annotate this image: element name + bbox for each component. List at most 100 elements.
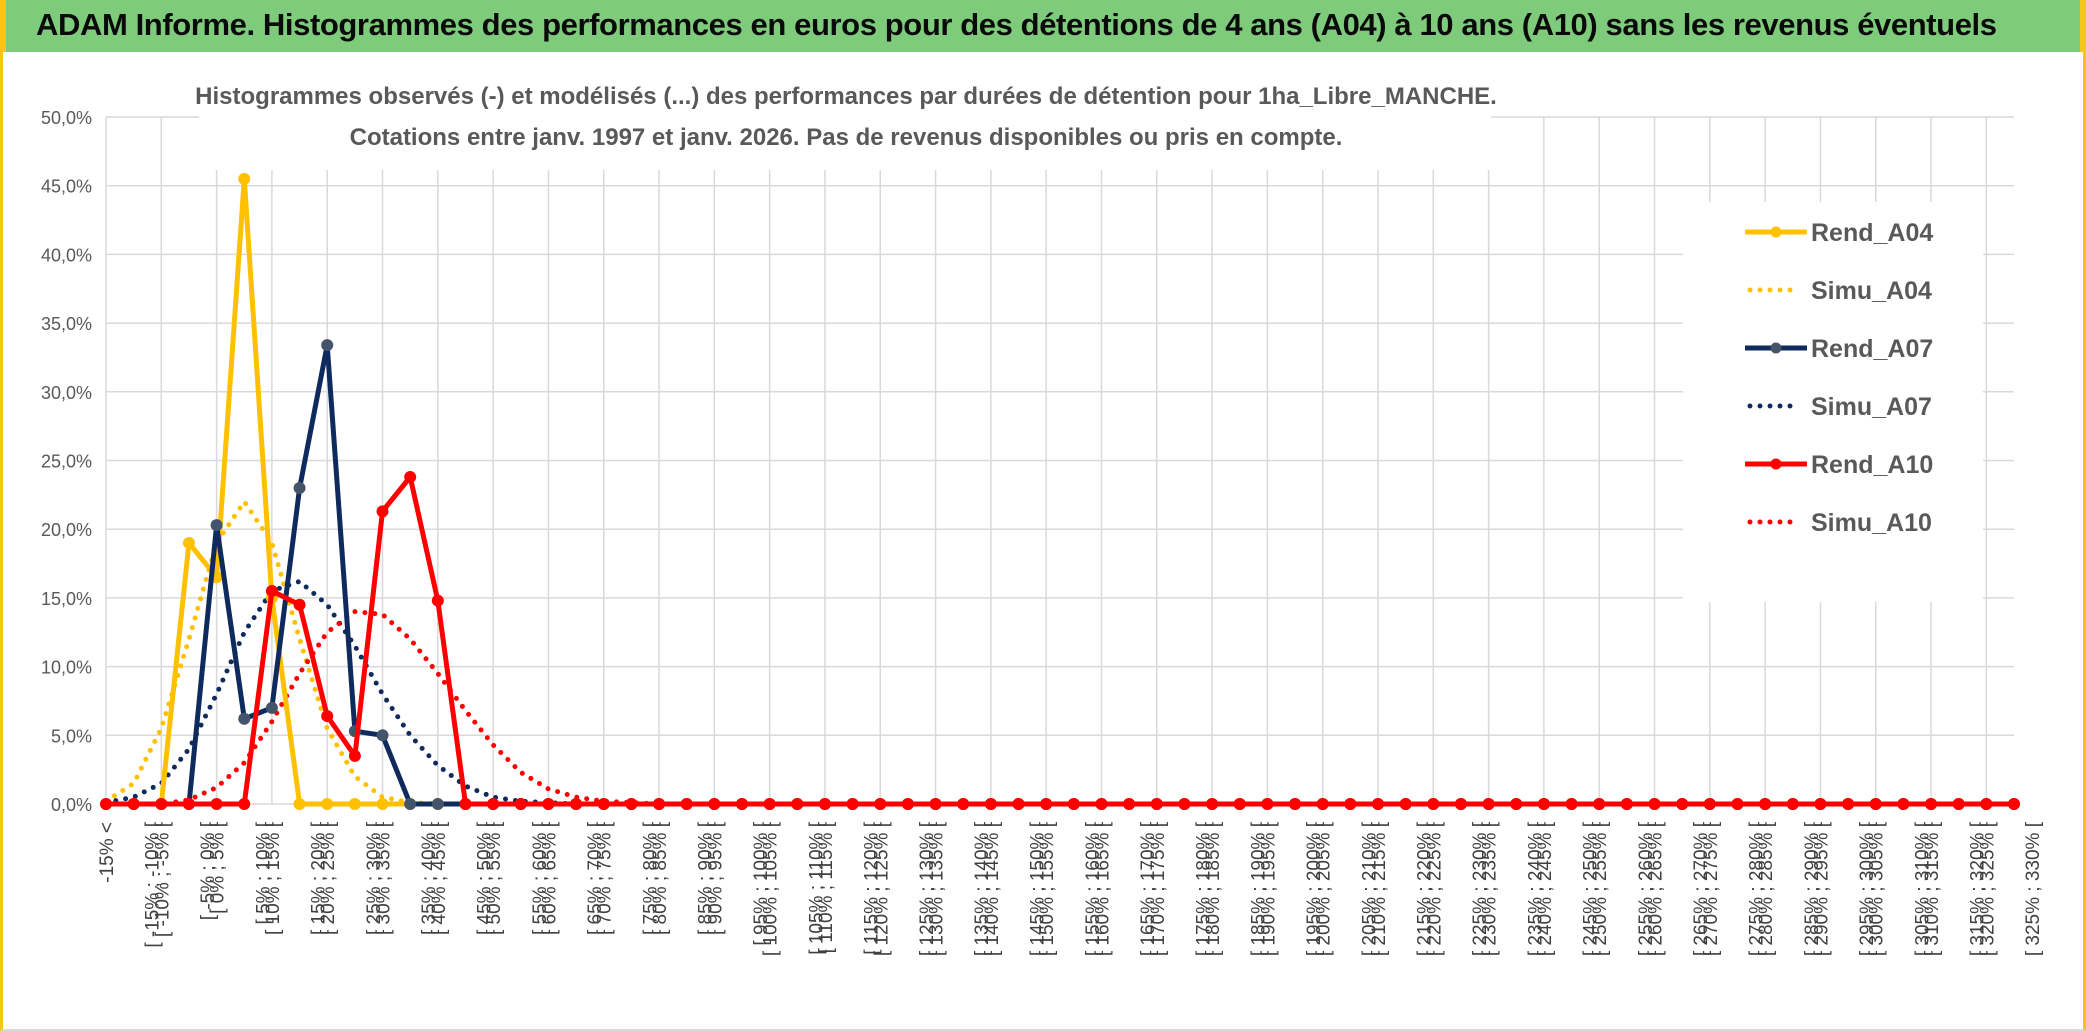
x-tick-label: [ 270% ; 275% [ — [1701, 821, 1722, 956]
legend-background — [1683, 202, 1983, 602]
x-tick-label: [ 325% ; 330% [ — [2023, 821, 2044, 956]
report-banner: ADAM Informe. Histogrammes des performan… — [0, 0, 2086, 52]
legend-label: Simu_A10 — [1811, 509, 1932, 537]
series-line — [103, 578, 2017, 807]
x-tick-label: -15% < — [97, 822, 118, 883]
data-point — [1454, 798, 1467, 810]
data-point — [1372, 798, 1384, 810]
data-point — [597, 798, 610, 810]
legend-item: Simu_A10 — [1747, 509, 1932, 537]
x-tick-label: [ 190% ; 195% [ — [1258, 821, 1279, 956]
legend-marker — [1770, 458, 1782, 470]
x-tick-label: [ 60% ; 65% [ — [539, 821, 560, 935]
data-point — [1897, 798, 1910, 810]
data-point — [127, 798, 140, 810]
data-point — [1233, 798, 1246, 810]
data-point — [957, 798, 970, 810]
data-point — [321, 798, 334, 810]
data-point — [293, 798, 306, 810]
data-point — [1676, 798, 1689, 810]
data-point — [1067, 798, 1080, 810]
x-tick-label: [ 20% ; 25% [ — [318, 821, 339, 935]
x-tick-label: [ 145% ; 150% [ — [1028, 821, 1049, 956]
series-Simu_A07 — [103, 578, 2017, 807]
data-point — [210, 798, 223, 810]
legend-label: Simu_A07 — [1811, 393, 1932, 421]
data-point — [238, 172, 251, 185]
y-tick-label: 40,0% — [41, 245, 92, 265]
data-point — [182, 798, 195, 810]
x-tick-label: [ 75% ; 80% [ — [640, 821, 661, 935]
data-point — [736, 798, 748, 810]
histogram-line-chart: 0,0% 5,0% 10,0% 15,0% 20,0% 25,0% 30,0% 35,0% 40… — [41, 74, 2044, 956]
x-tick-label: [ 260% ; 265% [ — [1646, 821, 1667, 956]
data-point — [1040, 798, 1053, 810]
data-point — [293, 598, 306, 611]
x-tick-label: [ 105% ; 110% [ — [806, 821, 827, 954]
data-point — [901, 798, 914, 810]
data-point — [1012, 798, 1025, 810]
data-point — [1565, 798, 1578, 810]
x-tick-label: [ 200% ; 205% [ — [1314, 821, 1335, 956]
x-tick-label: [ 185% ; 190% [ — [1249, 821, 1270, 956]
x-tick-label: [ 150% ; 155% [ — [1037, 821, 1058, 956]
x-tick-label: [ 320% ; 325% [ — [1977, 821, 1998, 956]
data-point — [1178, 798, 1191, 810]
data-point — [763, 798, 776, 810]
legend-label: Simu_A04 — [1811, 277, 1932, 305]
y-tick-label: 5,0% — [51, 726, 92, 746]
y-tick-label: 35,0% — [41, 314, 92, 334]
data-point — [1869, 798, 1882, 810]
x-tick-label: [ -10% ; -5% [ — [152, 821, 173, 937]
x-tick-label: [ 205% ; 210% [ — [1359, 821, 1380, 956]
data-point — [542, 798, 555, 810]
x-tick-label: [ 220% ; 225% [ — [1424, 821, 1445, 956]
data-point — [1206, 798, 1219, 810]
x-tick-label: [ 0% ; 5% [ — [208, 821, 229, 914]
x-tick-label: [ 195% ; 200% [ — [1304, 821, 1325, 956]
x-tick-label: [ 35% ; 40% [ — [419, 821, 440, 935]
legend-marker — [1770, 226, 1782, 238]
x-tick-label: [ 290% ; 295% [ — [1811, 821, 1832, 956]
x-tick-label: [ 230% ; 235% [ — [1480, 821, 1501, 956]
x-tick-label: [ 80% ; 85% [ — [650, 821, 671, 935]
data-point — [1344, 798, 1357, 810]
data-point — [210, 519, 223, 532]
data-point — [404, 470, 417, 483]
x-tick-label: [ 15% ; 20% [ — [309, 821, 330, 935]
data-point — [1980, 798, 1993, 810]
x-tick-label: [ 10% ; 15% [ — [263, 821, 284, 935]
legend-label: Rend_A07 — [1811, 335, 1933, 363]
data-point — [238, 798, 251, 810]
x-tick-label: [ 255% ; 260% [ — [1636, 821, 1657, 956]
x-tick-label: [ 5% ; 10% [ — [253, 821, 274, 924]
x-tick-label: [ 240% ; 245% [ — [1535, 821, 1556, 956]
x-tick-label: [ 305% ; 310% [ — [1912, 821, 1933, 956]
x-tick-label: [ 265% ; 270% [ — [1691, 821, 1712, 956]
data-point — [818, 798, 831, 810]
data-point — [708, 798, 721, 810]
x-tick-label: [ -5% ; 0% [ — [198, 821, 219, 920]
data-point — [1731, 798, 1744, 810]
x-tick-label: [ 315% ; 320% [ — [1968, 821, 1989, 956]
x-tick-label: [ 310% ; 315% [ — [1922, 821, 1943, 956]
x-tick-label: [ 30% ; 35% [ — [374, 821, 395, 935]
x-tick-label: [ 300% ; 305% [ — [1867, 821, 1888, 956]
x-tick-label: [ 90% ; 95% [ — [705, 821, 726, 935]
report-title: ADAM Informe. Histogrammes des performan… — [36, 7, 1997, 42]
x-tick-label: [ 165% ; 170% [ — [1138, 821, 1159, 956]
x-tick-label: [ 180% ; 185% [ — [1203, 821, 1224, 956]
x-tick-label: [ 160% ; 165% [ — [1092, 821, 1113, 956]
data-point — [348, 749, 361, 762]
data-point — [431, 798, 444, 810]
x-tick-label: [ 225% ; 230% [ — [1470, 821, 1491, 956]
chart-title-background — [199, 74, 1491, 170]
data-point — [321, 710, 334, 723]
data-point — [653, 798, 666, 810]
y-tick-label: 45,0% — [41, 177, 92, 197]
legend-item: Simu_A04 — [1747, 277, 1932, 305]
x-tick-label: [ 125% ; 130% [ — [917, 821, 938, 956]
x-tick-label: [ 275% ; 280% [ — [1746, 821, 1767, 956]
data-point — [182, 536, 195, 549]
data-point — [459, 798, 472, 810]
